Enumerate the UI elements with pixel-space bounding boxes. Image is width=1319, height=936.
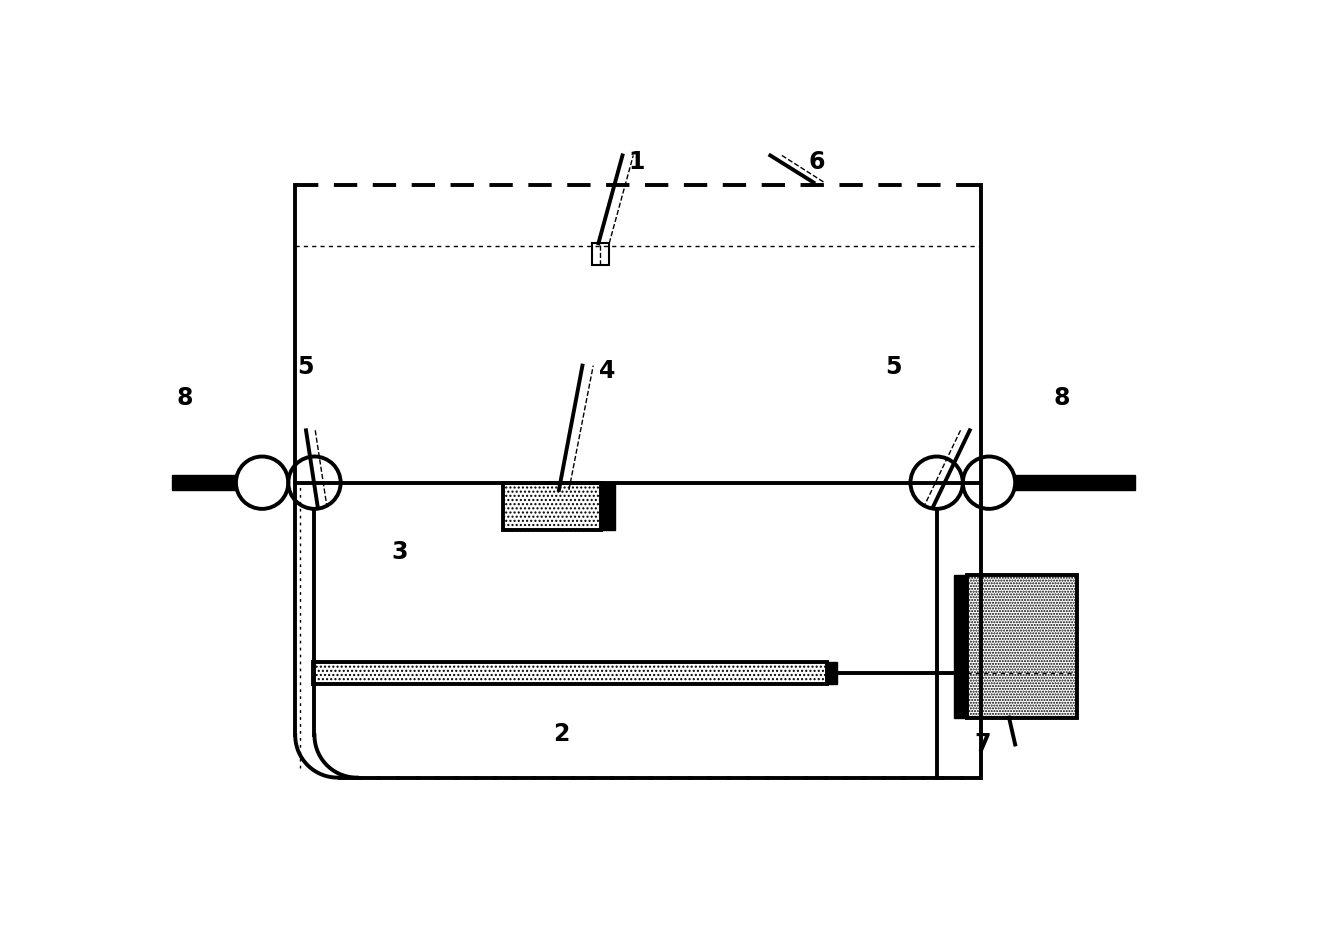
Text: 8: 8 bbox=[177, 386, 194, 410]
Text: 1: 1 bbox=[628, 150, 645, 173]
Text: 4: 4 bbox=[599, 359, 615, 383]
Bar bbox=[601, 483, 615, 531]
Bar bbox=[313, 662, 827, 683]
Text: 3: 3 bbox=[390, 540, 408, 564]
Text: 2: 2 bbox=[553, 723, 568, 747]
Text: 7: 7 bbox=[975, 733, 991, 756]
Bar bbox=[967, 575, 1076, 718]
Bar bbox=[827, 662, 836, 683]
Text: 5: 5 bbox=[297, 355, 314, 379]
Bar bbox=[954, 575, 967, 718]
Text: 8: 8 bbox=[1053, 386, 1070, 410]
Bar bbox=[503, 483, 601, 531]
Bar bbox=[171, 475, 236, 490]
Text: 5: 5 bbox=[885, 355, 902, 379]
Text: 6: 6 bbox=[809, 150, 824, 173]
Bar bbox=[592, 243, 608, 265]
Bar bbox=[1016, 475, 1134, 490]
